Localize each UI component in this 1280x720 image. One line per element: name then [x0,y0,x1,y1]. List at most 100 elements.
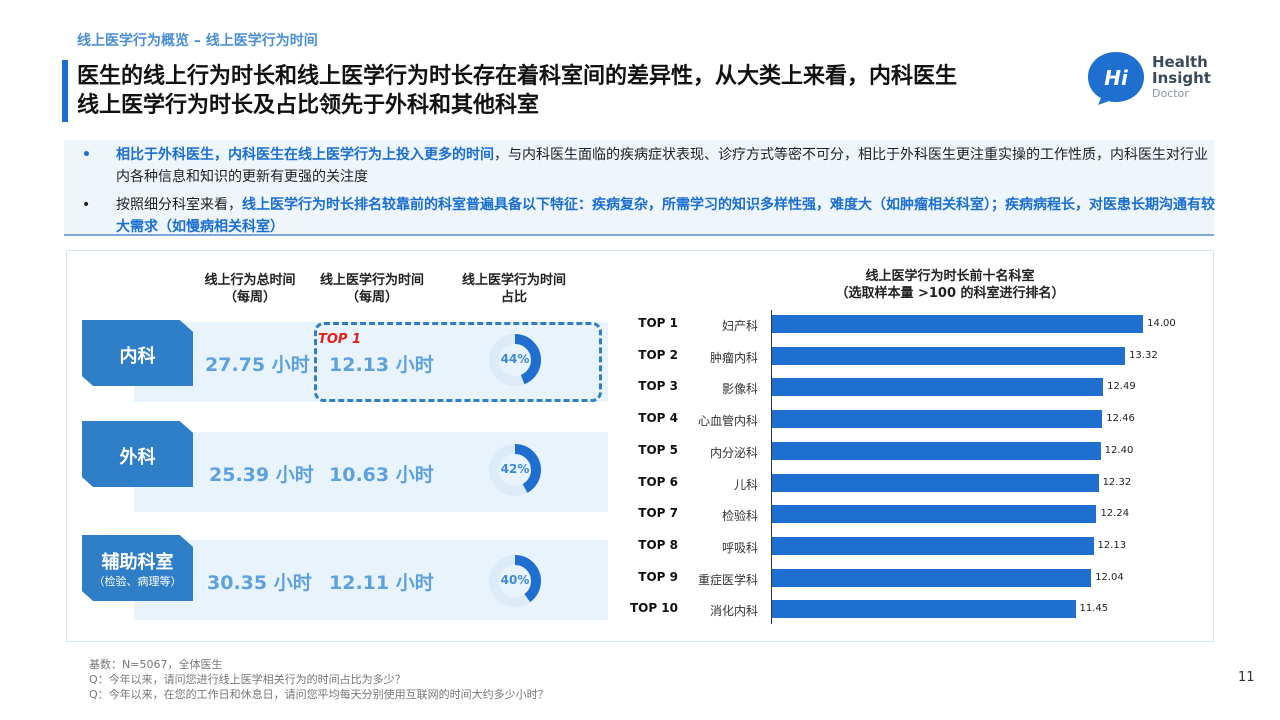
bar [772,536,1094,555]
category-label: 呼吸科 [721,540,758,555]
bullet-2-text: 按照细分科室来看，线上医学行为时长排名较靠前的科室普遍具备以下特征：疾病复杂，所… [116,194,1216,238]
table-row [134,322,608,402]
rank-label: TOP 10 [629,601,678,616]
share-label: 42% [500,462,530,476]
total-time-value: 25.39 小时 [209,464,314,486]
total-time-value: 27.75 小时 [205,354,310,376]
bar-value-label: 12.24 [1100,508,1130,520]
rank-label: TOP 1 [638,316,678,330]
dept-tab-surgery: 外科 [82,421,193,487]
page-title-line2: 线上医学行为时长及占比领先于外科和其他科室 [77,93,540,118]
logo-wordmark: Health Insight Doctor [1152,54,1211,102]
health-insight-logo: Hi Health Insight Doctor [1086,48,1216,110]
bar-value-label: 12.46 [1106,413,1135,425]
share-donut [489,444,541,496]
title-accent-bar [62,60,68,122]
col-header-medical: 线上医学行为时间 （每周） [312,272,432,306]
table-row [134,540,608,620]
hi-logo-bubble-icon: Hi [1088,52,1144,105]
bar [772,378,1104,397]
rank-label: TOP 7 [638,506,678,521]
top1-label: TOP 1 [318,332,362,347]
chart-title-line2: （选取样本量 >100 的科室进行排名） [835,286,1065,301]
category-label: 肿瘤内科 [709,350,758,365]
dept-tab-internal: 内科 [82,320,193,386]
logo-line2: Insight [1152,69,1211,87]
page-number: 11 [1238,670,1255,685]
share-label: 44% [500,352,530,366]
bar-value-label: 12.49 [1107,381,1136,393]
bar [772,441,1101,460]
chart-title: 线上医学行为时长前十名科室 （选取样本量 >100 的科室进行排名） [790,268,1110,302]
rank-label: TOP 2 [638,347,678,362]
bar-value-label: 12.32 [1102,476,1132,488]
col-header-medical-line1: 线上医学行为时间 [319,273,424,288]
bar-value-label: 12.04 [1095,571,1124,583]
medical-time-value: 12.13 小时 [329,354,434,376]
col-header-share-line2: 占比 [500,290,527,305]
bar-value-label: 14.00 [1147,318,1176,329]
col-header-share: 线上医学行为时间 占比 [452,272,576,306]
bar [772,315,1144,333]
bar [772,346,1126,365]
logo-mark: Hi [1104,66,1129,90]
dept-name: 辅助科室 [101,552,174,573]
chart-axis-line [771,310,772,624]
dept-name: 内科 [119,346,156,367]
medical-time-value: 12.11 小时 [329,572,434,594]
rank-label: TOP 4 [638,411,678,426]
bar [772,600,1076,619]
bar [772,473,1099,492]
summary-bullets: • 相比于外科医生，内科医生在线上医学行为上投入更多的时间，与内科医生面临的疾病… [64,140,1216,238]
bullet-2-prefix: 按照细分科室来看， [116,197,242,213]
rank-label: TOP 5 [638,442,678,457]
col-header-share-line1: 线上医学行为时间 [461,273,566,288]
medical-time-value: 10.63 小时 [329,464,434,486]
footnote: 基数：N=5067，全体医生 Q：今年以来，请问您进行线上医学相关行为的时间占比… [89,657,549,702]
dept-name: 外科 [119,447,156,468]
dept-tab-auxiliary: 辅助科室 （检验、病理等） [82,535,193,601]
bullet-1-text: 相比于外科医生，内科医生在线上医学行为上投入更多的时间，与内科医生面临的疾病症状… [116,144,1216,188]
chart-title-line1: 线上医学行为时长前十名科室 [865,269,1035,284]
page-title: 医生的线上行为时长和线上医学行为时长存在着科室间的差异性，从大类上来看，内科医生… [77,62,1067,120]
dept-sub: （检验、病理等） [93,575,182,588]
breadcrumb: 线上医学行为概览 – 线上医学行为时间 [77,33,318,49]
share-label: 40% [500,573,530,587]
rank-label: TOP 8 [638,537,678,552]
category-label: 内分泌科 [709,445,758,460]
bullet-2-highlight: 线上医学行为时长排名较靠前的科室普遍具备以下特征：疾病复杂，所需学习的知识多样性… [116,197,1215,235]
bar-value-label: 12.13 [1097,539,1127,551]
col-header-total-line1: 线上行为总时间 [204,273,296,288]
category-label: 妇产科 [721,319,758,333]
col-header-total: 线上行为总时间 （每周） [196,272,304,306]
rank-label: TOP 3 [638,379,678,394]
footnote-q2: Q：今年以来，在您的工作日和休息日，请问您平均每天分别使用互联网的时间大约多少小… [89,688,549,701]
logo-line3: Doctor [1152,87,1189,100]
category-label: 重症医学科 [697,572,758,587]
bar [772,568,1092,587]
total-time-value: 30.35 小时 [207,572,312,594]
category-label: 儿科 [733,477,758,492]
bullet-1-rest: ，与内科医生面临的疾病症状表现、诊疗方式等密不可分，相比于外科医生更注重实操的工… [116,147,1208,185]
share-donut [489,334,541,386]
bar [772,505,1097,524]
category-label: 消化内科 [709,604,758,619]
bullet-dot: • [82,147,91,163]
bullet-1-highlight: 相比于外科医生，内科医生在线上医学行为上投入更多的时间 [116,147,494,163]
logo-line1: Health [1152,53,1208,71]
footnote-q1: Q：今年以来，请问您进行线上医学相关行为的时间占比为多少？ [89,673,406,686]
page-title-line1: 医生的线上行为时长和线上医学行为时长存在着科室间的差异性，从大类上来看，内科医生 [77,64,958,89]
rank-label: TOP 6 [638,474,678,489]
bullet-dot: • [82,197,91,213]
top1-highlight-box [314,322,602,402]
share-donut [489,555,541,607]
table-row [134,432,608,512]
rank-label: TOP 9 [638,569,678,584]
bar [772,410,1103,429]
category-label: 影像科 [721,382,758,397]
bar-value-label: 11.45 [1079,603,1109,615]
category-label: 检验科 [721,509,758,524]
col-header-medical-line2: （每周） [345,290,398,305]
col-header-total-line2: （每周） [223,290,276,305]
bar-value-label: 13.32 [1129,349,1158,361]
